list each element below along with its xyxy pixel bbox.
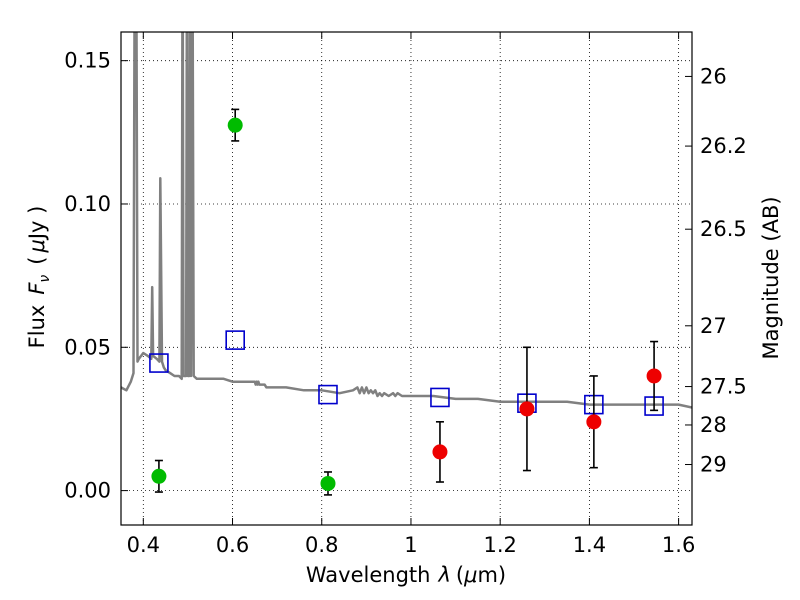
y2-tick-label: 27 [700,314,727,338]
x-tick-label: 0.8 [305,533,338,557]
x-tick-label: 0.6 [216,533,249,557]
y2-tick-label: 27.5 [700,375,747,399]
model-photometry-square [225,330,245,350]
ticks: 0.4 0.6 0.8 1 1.2 1.4 1.6 0.00 0.05 0.10 0.15 26 26.… [64,32,747,557]
y-axis-label: FluxFν(μJy ) [25,206,53,349]
y2-tick-label: 28 [700,413,727,437]
y2-tick-label: 29 [700,453,727,477]
nir-photometry-point [586,414,602,430]
y2-axis-label: Magnitude (AB) [759,196,783,359]
model-photometry-square [430,387,450,408]
nir-photometry-point [646,368,662,384]
model-photometry-square [318,384,338,405]
y2-tick-label: 26.2 [700,134,747,158]
x-axis-label: Wavelength λ (μm) [306,563,506,587]
x-tick-label: 1.4 [573,533,606,557]
y2-tick-label: 26 [700,64,727,88]
sed-model-line [121,32,692,409]
y-tick-label: 0.00 [64,479,111,503]
nir-photometry-point [519,401,535,417]
plot-frame [120,31,693,526]
model-photometry-square [149,353,169,373]
optical-photometry-point [151,468,167,484]
x-tick-label: 0.4 [127,533,160,557]
x-tick-label: 1.2 [483,533,516,557]
y-tick-label: 0.05 [64,335,111,359]
y-tick-label: 0.15 [64,49,111,73]
optical-photometry-point [320,475,336,491]
optical-photometry-point [227,117,243,133]
plot-data [121,32,692,496]
y2-tick-label: 26.5 [700,217,747,241]
x-tick-label: 1 [404,533,417,557]
x-tick-label: 1.6 [662,533,695,557]
nir-photometry-point [432,444,448,460]
y-tick-label: 0.10 [64,192,111,216]
